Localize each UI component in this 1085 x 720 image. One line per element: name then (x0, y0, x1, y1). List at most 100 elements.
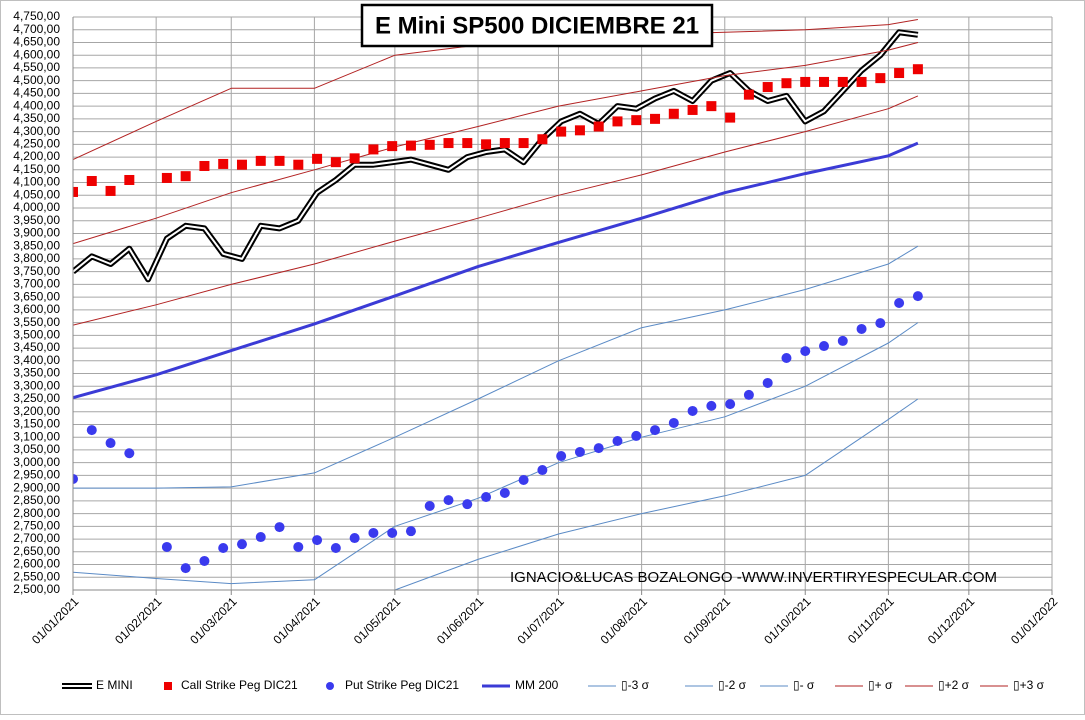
call-marker (781, 78, 792, 89)
plot-area (73, 19, 923, 590)
put-marker (124, 448, 135, 459)
call-marker (743, 89, 754, 100)
put-marker (706, 400, 717, 411)
call-marker (218, 158, 229, 169)
put-marker (912, 291, 923, 302)
put-marker (424, 500, 435, 511)
y-tick-label: 3,400,00 (13, 353, 60, 367)
call-marker (800, 76, 811, 87)
series-line (73, 322, 919, 585)
put-marker (668, 417, 679, 428)
y-tick-label: 2,800,00 (13, 506, 60, 520)
put-marker (86, 425, 97, 436)
put-marker (762, 377, 773, 388)
call-marker (330, 157, 341, 168)
call-marker (819, 76, 830, 87)
y-tick-label: 2,700,00 (13, 531, 60, 545)
y-tick-label: 3,100,00 (13, 429, 60, 443)
legend-label: ▯+2 σ (938, 678, 970, 692)
put-marker (612, 436, 623, 447)
call-marker (368, 144, 379, 155)
legend: E MINI Call Strike Peg DIC21 Put Strike Pe… (62, 678, 1045, 692)
call-marker (124, 174, 135, 185)
legend-label: ▯-3 σ (621, 678, 650, 692)
put-marker (518, 474, 529, 485)
put-marker (687, 405, 698, 416)
y-tick-label: 3,800,00 (13, 251, 60, 265)
call-marker (593, 121, 604, 132)
put-marker (199, 555, 210, 566)
call-marker (199, 160, 210, 171)
y-tick-label: 4,650,00 (13, 35, 60, 49)
call-marker (725, 112, 736, 123)
call-marker (537, 134, 548, 145)
series-line (394, 398, 919, 590)
put-marker (349, 533, 360, 544)
put-marker (293, 541, 304, 552)
y-tick-label: 2,900,00 (13, 480, 60, 494)
y-tick-label: 2,600,00 (13, 557, 60, 571)
legend-label: ▯+3 σ (1013, 678, 1045, 692)
y-tick-label: 2,750,00 (13, 519, 60, 533)
put-marker (556, 451, 567, 462)
call-marker (574, 125, 585, 136)
call-marker (762, 82, 773, 93)
call-marker (161, 172, 172, 183)
legend-label: Call Strike Peg DIC21 (181, 678, 298, 692)
y-tick-label: 3,200,00 (13, 404, 60, 418)
put-marker (800, 346, 811, 357)
grid (72, 16, 1053, 591)
legend-swatch (164, 682, 172, 690)
legend-label: Put Strike Peg DIC21 (345, 678, 459, 692)
y-tick-label: 4,700,00 (13, 22, 60, 36)
put-marker (161, 541, 172, 552)
legend-swatch (326, 682, 334, 690)
put-marker (650, 425, 661, 436)
y-tick-label: 2,500,00 (13, 582, 60, 596)
put-marker (274, 522, 285, 533)
call-marker (293, 159, 304, 170)
put-marker (105, 438, 116, 449)
call-marker (462, 138, 473, 149)
put-marker (405, 526, 416, 537)
put-marker (819, 341, 830, 352)
y-tick-label: 3,600,00 (13, 302, 60, 316)
put-marker (236, 539, 247, 550)
call-marker (706, 101, 717, 112)
call-marker (105, 185, 116, 196)
y-tick-label: 3,700,00 (13, 277, 60, 291)
y-tick-label: 3,050,00 (13, 442, 60, 456)
legend-label: ▯-2 σ (718, 678, 747, 692)
y-tick-label: 4,550,00 (13, 60, 60, 74)
call-marker (631, 115, 642, 126)
y-tick-label: 4,750,00 (13, 9, 60, 23)
call-marker (424, 139, 435, 150)
y-tick-label: 4,150,00 (13, 162, 60, 176)
call-marker (499, 138, 510, 149)
call-marker (443, 138, 454, 149)
series-line (73, 245, 919, 489)
put-marker (462, 499, 473, 510)
call-marker (180, 171, 191, 182)
y-tick-label: 3,300,00 (13, 378, 60, 392)
put-marker (73, 473, 78, 484)
call-marker (687, 104, 698, 115)
call-marker (73, 186, 78, 197)
put-marker (481, 492, 492, 503)
call-marker (837, 76, 848, 87)
y-tick-label: 4,350,00 (13, 111, 60, 125)
call-marker (86, 176, 97, 187)
put-marker (255, 532, 266, 543)
put-marker (837, 335, 848, 346)
watermark: IGNACIO&LUCAS BOZALONGO -WWW.INVERTIRYES… (510, 569, 997, 586)
put-marker (743, 389, 754, 400)
y-tick-label: 3,750,00 (13, 264, 60, 278)
put-marker (781, 352, 792, 363)
y-tick-label: 3,550,00 (13, 315, 60, 329)
y-tick-label: 3,350,00 (13, 366, 60, 380)
put-marker (330, 542, 341, 553)
call-marker (349, 153, 360, 164)
y-tick-label: 4,000,00 (13, 200, 60, 214)
series-line (73, 141, 919, 400)
